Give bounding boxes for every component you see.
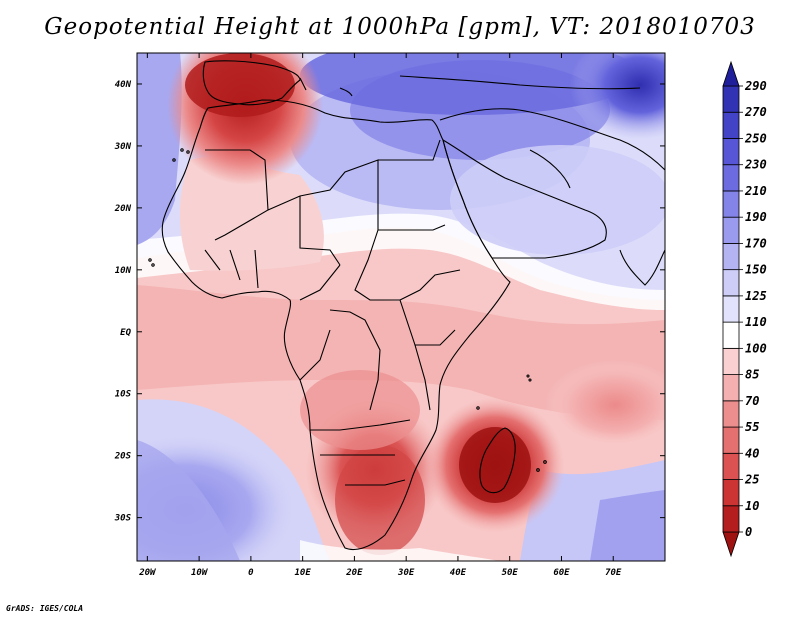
- x-tick-label: 30E: [397, 568, 415, 578]
- colorbar-label: 70: [745, 394, 759, 408]
- colorbar-swatch: [722, 269, 740, 297]
- colorbar-swatch: [722, 452, 740, 480]
- y-tick-label: 30S: [114, 514, 132, 524]
- colorbar: 0 10 25 40 55 70 85 100 110 125 150 170 190 210 230 250…: [722, 60, 767, 558]
- x-tick-label: 50E: [502, 568, 519, 578]
- colorbar-label: 150: [745, 263, 767, 277]
- x-tick-label: 60E: [553, 568, 570, 578]
- colorbar-label: 250: [744, 131, 767, 145]
- x-tick-label: 70E: [605, 568, 622, 578]
- colorbar-label: 25: [744, 473, 759, 487]
- y-tick-label: 30N: [114, 142, 132, 152]
- colorbar-swatch: [722, 85, 740, 113]
- x-tick-label: 40E: [450, 568, 467, 578]
- grads-credit: GrADS: IGES/COLA: [6, 604, 84, 613]
- y-tick-label: 40N: [115, 80, 132, 90]
- x-tick-label: 0: [248, 568, 254, 578]
- colorbar-swatch: [722, 321, 740, 349]
- colorbar-swatch: [722, 426, 740, 454]
- axis-layer: 40N 30N 20N 10N EQ 10S 20S 30S 20W 10W 0 10E 20E 30E 4…: [114, 53, 665, 578]
- colorbar-swatch: [722, 164, 740, 192]
- colorbar-swatch: [722, 479, 740, 507]
- colorbar-swatch: [722, 295, 740, 323]
- colorbar-swatch: [722, 347, 740, 375]
- colorbar-label: 210: [744, 184, 767, 198]
- colorbar-label: 55: [745, 420, 759, 434]
- x-tick-label: 10E: [295, 568, 312, 578]
- colorbar-label: 125: [745, 289, 767, 303]
- x-tick-label: 10W: [191, 568, 209, 578]
- y-tick-label: EQ: [120, 328, 131, 338]
- colorbar-swatch: [722, 505, 740, 533]
- colorbar-label: 170: [745, 236, 767, 250]
- colorbar-lower-extend: [722, 531, 740, 558]
- x-tick-label: 20E: [345, 568, 363, 578]
- colorbar-swatch: [722, 190, 740, 218]
- colorbar-swatch: [722, 243, 740, 271]
- colorbar-swatch: [722, 111, 740, 139]
- colorbar-swatch: [722, 400, 740, 428]
- colorbar-label: 100: [745, 341, 767, 355]
- map-title: Geopotential Height at 1000hPa [gpm], VT…: [44, 14, 756, 40]
- colorbar-upper-extend: [722, 60, 740, 87]
- colorbar-label: 10: [745, 499, 759, 513]
- colorbar-swatch: [722, 216, 740, 244]
- colorbar-label: 230: [744, 158, 767, 172]
- coastlines: [148, 60, 665, 551]
- y-tick-label: 10N: [115, 266, 132, 276]
- y-tick-label: 20S: [114, 452, 132, 462]
- colorbar-label: 0: [745, 525, 752, 539]
- y-tick-label: 20N: [114, 204, 132, 214]
- colorbar-swatch: [722, 374, 740, 402]
- colorbar-label: 110: [745, 315, 767, 329]
- y-tick-label: 10S: [115, 390, 132, 400]
- plot-frame: [136, 52, 666, 562]
- colorbar-label: 270: [744, 105, 767, 119]
- colorbar-label: 290: [744, 79, 767, 93]
- colorbar-label: 190: [745, 210, 767, 224]
- height-field: [137, 53, 665, 561]
- colorbar-swatch: [722, 138, 740, 166]
- colorbar-label: 40: [745, 446, 759, 460]
- x-tick-label: 20W: [138, 568, 157, 578]
- colorbar-label: 85: [745, 368, 759, 382]
